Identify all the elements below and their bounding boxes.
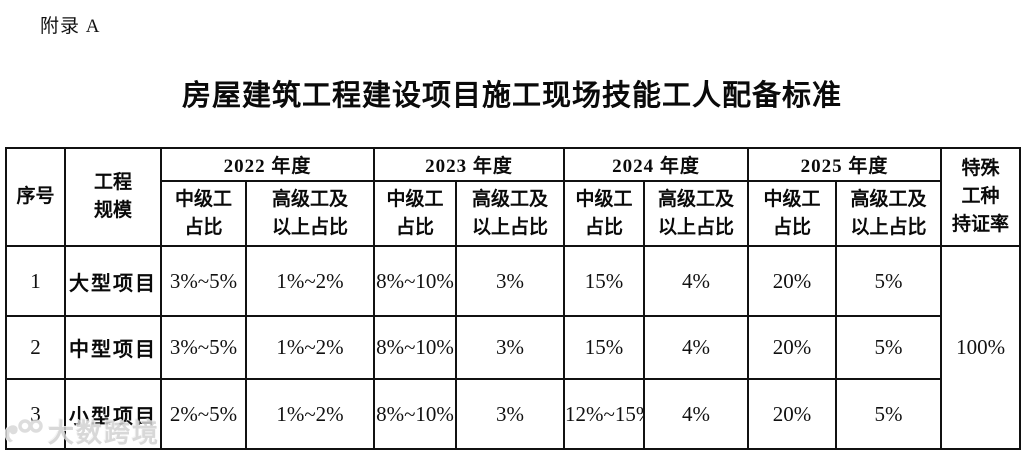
header-2025-mid: 中级工 占比 — [747, 180, 838, 247]
cell-value: 1%~2% — [244, 378, 376, 450]
cell-value: 4% — [643, 245, 750, 317]
header-2024-mid: 中级工 占比 — [563, 180, 646, 247]
cell-value: 4% — [643, 315, 750, 380]
table-row-medium-project: 2 中型项目 3%~5% 1%~2% 8%~10% 3% 15% 4% 20% … — [5, 315, 1020, 380]
cell-scale: 大型项目 — [64, 245, 162, 317]
header-year-2022: 2022 年度 — [159, 147, 376, 182]
cell-value: 1%~2% — [244, 245, 376, 317]
cell-value: 20% — [747, 315, 838, 380]
cell-value: 1%~2% — [244, 315, 376, 380]
cell-value: 5% — [835, 245, 943, 317]
cell-scale: 小型项目 — [64, 378, 162, 450]
header-year-row: 序号 工程 规模 2022 年度 2023 年度 2024 年度 2025 年度… — [5, 147, 1022, 247]
worker-allocation-table: 序号 工程 规模 2022 年度 2023 年度 2024 年度 2025 年度… — [5, 147, 1022, 450]
cell-value: 3% — [455, 245, 566, 317]
header-2022-high: 高级工及 以上占比 — [244, 180, 376, 247]
table-row-small-project: 3 小型项目 2%~5% 1%~2% 8%~10% 3% 12%~15% 4% … — [5, 378, 1020, 450]
cell-special-rate: 100% — [940, 245, 1022, 450]
cell-value: 3%~5% — [160, 315, 247, 380]
page-title: 房屋建筑工程建设项目施工现场技能工人配备标准 — [181, 80, 842, 112]
header-2023-high: 高级工及 以上占比 — [455, 180, 566, 247]
header-2023-mid: 中级工 占比 — [373, 180, 458, 247]
header-year-2023: 2023 年度 — [373, 147, 566, 182]
cell-value: 15% — [563, 245, 646, 317]
cell-scale: 中型项目 — [64, 315, 162, 380]
cell-value: 20% — [747, 245, 838, 317]
header-seq: 序号 — [5, 147, 66, 247]
appendix-label: 附录 A — [40, 16, 101, 37]
cell-value: 3% — [455, 378, 566, 450]
cell-value: 3% — [455, 315, 566, 380]
cell-value: 2%~5% — [160, 378, 247, 450]
cell-seq: 2 — [5, 315, 66, 380]
header-2025-high: 高级工及 以上占比 — [835, 180, 943, 247]
header-2022-mid: 中级工 占比 — [160, 180, 247, 247]
header-sub-row: 中级工 占比 高级工及 以上占比 中级工 占比 高级工及 以上占比 中级工 占比… — [6, 180, 1020, 247]
cell-seq: 3 — [5, 378, 66, 450]
cell-value: 20% — [747, 378, 838, 450]
cell-value: 15% — [563, 315, 646, 380]
cell-value: 5% — [835, 378, 943, 450]
table-row-large-project: 1 大型项目 3%~5% 1%~2% 8%~10% 3% 15% 4% 20% … — [5, 245, 1022, 450]
cell-value: 3%~5% — [160, 245, 247, 317]
cell-value: 8%~10% — [373, 245, 458, 317]
cell-value: 5% — [835, 315, 943, 380]
header-2024-high: 高级工及 以上占比 — [643, 180, 750, 247]
header-year-2025: 2025 年度 — [747, 147, 943, 182]
header-special-rate: 特殊 工种 持证率 — [940, 147, 1022, 247]
cell-value: 12%~15% — [563, 378, 646, 450]
header-scale: 工程 规模 — [64, 147, 162, 247]
cell-value: 8%~10% — [373, 378, 458, 450]
cell-seq: 1 — [5, 245, 66, 317]
header-year-2024: 2024 年度 — [563, 147, 750, 182]
cell-value: 4% — [643, 378, 750, 450]
cell-value: 8%~10% — [373, 315, 458, 380]
